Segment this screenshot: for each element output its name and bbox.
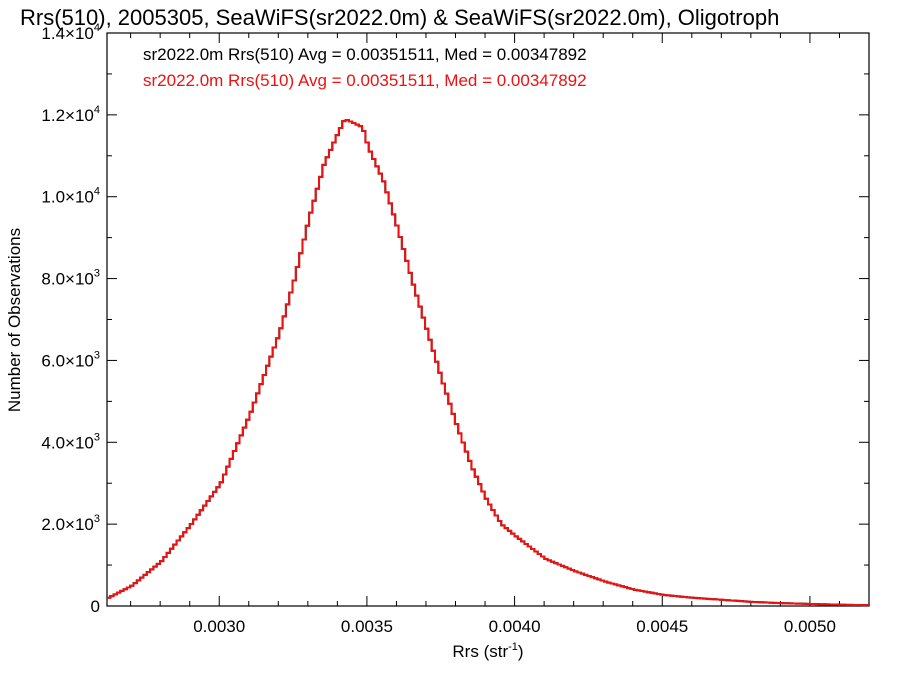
x-tick-label: 0.0035 xyxy=(341,617,393,636)
series-layer xyxy=(107,118,870,607)
x-tick-label: 0.0045 xyxy=(636,617,688,636)
plot-frame xyxy=(106,32,870,607)
y-tick-mantissa: 1.4×10 xyxy=(41,24,93,43)
y-tick-label: 4.0×103 xyxy=(41,431,100,452)
y-tick-label: 1.0×104 xyxy=(41,186,100,207)
x-axis-title-main: Rrs (str xyxy=(452,642,508,661)
x-axis-title-end: ) xyxy=(518,642,524,661)
y-tick-mantissa: 4.0×10 xyxy=(41,433,93,452)
y-tick-exponent: 3 xyxy=(94,513,100,525)
x-tick-label: 0.0050 xyxy=(784,617,836,636)
y-tick-exponent: 3 xyxy=(94,268,100,280)
legend: sr2022.0m Rrs(510) Avg = 0.00351511, Med… xyxy=(143,45,587,90)
y-tick-exponent: 4 xyxy=(94,104,100,116)
y-axis-title: Number of Observations xyxy=(5,228,24,412)
y-tick-exponent: 3 xyxy=(94,431,100,443)
series-1-line xyxy=(107,118,870,607)
y-tick-mantissa: 1.0×10 xyxy=(41,188,93,207)
y-tick-label: 8.0×103 xyxy=(41,268,100,289)
x-tick-label: 0.0040 xyxy=(489,617,541,636)
y-tick-label: 1.4×104 xyxy=(41,22,100,43)
y-tick-label: 2.0×103 xyxy=(41,513,100,534)
y-axis: 02.0×1034.0×1036.0×1038.0×1031.0×1041.2×… xyxy=(41,22,869,616)
y-tick-mantissa: 0 xyxy=(91,597,100,616)
y-tick-label: 6.0×103 xyxy=(41,349,100,370)
x-axis-title-exponent: -1 xyxy=(508,641,518,653)
series-0-line xyxy=(107,118,870,607)
x-tick-label: 0.0030 xyxy=(193,617,245,636)
y-tick-mantissa: 8.0×10 xyxy=(41,270,93,289)
x-axis: 0.0030 0.0035 0.0040 0.0045 0.0050 xyxy=(130,33,870,636)
y-tick-mantissa: 6.0×10 xyxy=(41,351,93,370)
y-tick-label: 0 xyxy=(91,597,100,616)
y-tick-label: 1.2×104 xyxy=(41,104,100,125)
y-tick-mantissa: 2.0×10 xyxy=(41,515,93,534)
chart-title: Rrs(510), 2005305, SeaWiFS(sr2022.0m) & … xyxy=(20,5,779,30)
x-axis-title: Rrs (str-1) xyxy=(452,641,523,661)
y-tick-exponent: 4 xyxy=(94,186,100,198)
legend-entry: sr2022.0m Rrs(510) Avg = 0.00351511, Med… xyxy=(143,45,587,64)
y-tick-exponent: 4 xyxy=(94,22,100,34)
legend-entry: sr2022.0m Rrs(510) Avg = 0.00351511, Med… xyxy=(143,71,587,90)
y-tick-mantissa: 1.2×10 xyxy=(41,106,93,125)
y-tick-exponent: 3 xyxy=(94,349,100,361)
